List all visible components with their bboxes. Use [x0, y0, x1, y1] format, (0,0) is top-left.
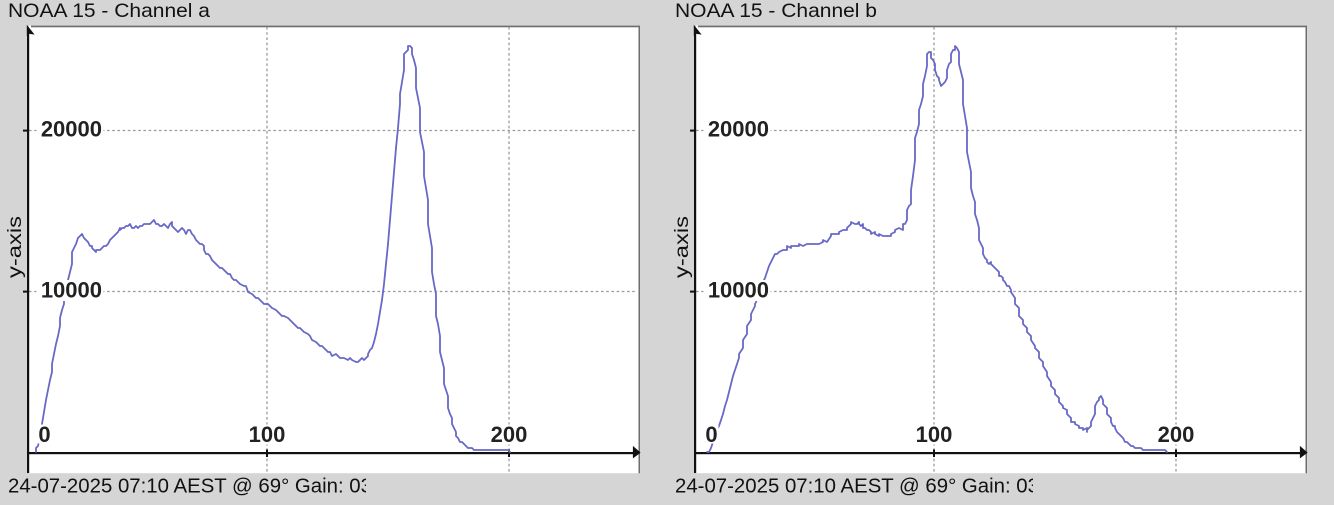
svg-text:10000: 10000	[41, 278, 102, 303]
svg-text:24-07-2025 07:10 AEST @ 69° Ga: 24-07-2025 07:10 AEST @ 69° Gain: 03	[675, 475, 1039, 498]
svg-text:NOAA 15 - Channel b: NOAA 15 - Channel b	[675, 0, 877, 22]
svg-text:10000: 10000	[708, 278, 769, 303]
svg-text:200: 200	[1158, 422, 1195, 447]
svg-text:0: 0	[705, 422, 717, 447]
svg-text:200: 200	[491, 422, 528, 447]
svg-text:100: 100	[249, 422, 286, 447]
svg-text:y-axis: y-axis	[4, 216, 26, 278]
svg-text:24-07-2025 07:10 AEST @ 69° Ga: 24-07-2025 07:10 AEST @ 69° Gain: 03	[8, 475, 372, 498]
svg-text:0: 0	[38, 422, 50, 447]
svg-text:y-axis: y-axis	[671, 216, 693, 278]
svg-text:NOAA 15 - Channel a: NOAA 15 - Channel a	[8, 0, 210, 22]
svg-text:100: 100	[916, 422, 953, 447]
svg-text:20000: 20000	[708, 117, 769, 142]
svg-text:20000: 20000	[41, 117, 102, 142]
